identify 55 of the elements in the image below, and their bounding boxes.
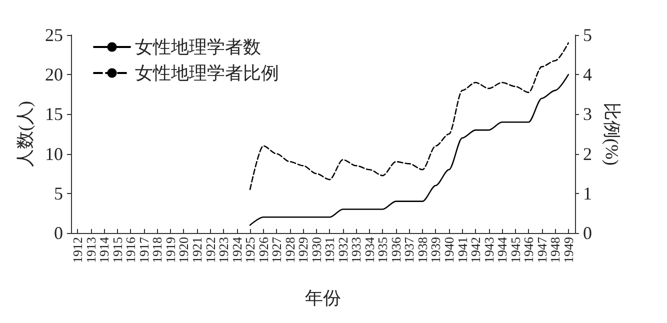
- y2-tick-label: 4: [583, 64, 592, 85]
- y2-axis-title: 比例(%): [602, 102, 622, 166]
- x-tick-label: 1924: [229, 236, 244, 263]
- x-tick-label: 1919: [162, 237, 178, 263]
- x-tick-label: 1921: [190, 237, 204, 263]
- y2-tick-label: 3: [583, 104, 592, 124]
- x-tick-label: 1925: [242, 237, 258, 263]
- y2-tick-label: 5: [583, 25, 592, 45]
- y-tick-label: 5: [54, 183, 63, 204]
- y-tick-label: 10: [45, 144, 63, 164]
- x-tick-label: 1942: [468, 237, 484, 263]
- x-tick-label: 1923: [216, 237, 232, 263]
- x-tick-label: 1945: [508, 237, 523, 263]
- x-tick-label: 1946: [521, 236, 536, 263]
- y2-tick-label: 2: [583, 144, 592, 164]
- legend-label: 女性地理学者数: [135, 37, 261, 57]
- y-axis-title: 人数(人): [15, 101, 36, 167]
- x-tick-label: 1922: [202, 237, 218, 263]
- x-tick-label: 1912: [70, 237, 86, 263]
- y2-tick-label: 1: [583, 183, 592, 204]
- x-tick-label: 1918: [150, 237, 165, 263]
- x-tick-label: 1915: [110, 237, 125, 263]
- x-tick-label: 1935: [375, 237, 390, 263]
- x-tick-label: 1936: [388, 236, 404, 263]
- x-axis-title: 年份: [305, 288, 341, 308]
- x-tick-label: 1933: [348, 237, 364, 263]
- x-tick-label: 1920: [176, 237, 192, 263]
- legend-label: 女性地理学者比例: [135, 63, 279, 83]
- x-tick-label: 1932: [335, 237, 350, 263]
- x-tick-label: 1913: [83, 237, 98, 263]
- x-tick-label: 1941: [454, 237, 470, 263]
- x-tick-label: 1934: [362, 236, 377, 263]
- x-tick-label: 1949: [560, 237, 576, 263]
- y-tick-label: 20: [45, 64, 63, 85]
- x-tick-label: 1940: [442, 237, 456, 263]
- x-tick-label: 1927: [269, 236, 284, 263]
- y-tick-label: 15: [45, 104, 63, 124]
- x-tick-label: 1914: [96, 236, 112, 263]
- x-tick-label: 1948: [548, 237, 563, 263]
- x-tick-label: 1947: [534, 236, 550, 263]
- x-tick-label: 1938: [414, 237, 430, 263]
- x-tick-label: 1926: [256, 236, 271, 263]
- y2-tick-label: 0: [583, 223, 592, 243]
- x-tick-label: 1931: [322, 237, 338, 263]
- x-tick-label: 1917: [136, 236, 152, 263]
- x-tick-label: 1930: [308, 237, 324, 263]
- y-tick-label: 25: [45, 25, 63, 45]
- y-tick-label: 0: [54, 223, 63, 243]
- x-tick-label: 1916: [123, 236, 138, 263]
- x-tick-label: 1929: [296, 237, 311, 263]
- x-tick-label: 1937: [402, 236, 417, 263]
- x-tick-label: 1928: [282, 237, 298, 263]
- x-tick-label: 1939: [428, 237, 444, 263]
- x-tick-label: 1943: [481, 237, 496, 263]
- x-tick-label: 1944: [494, 236, 510, 263]
